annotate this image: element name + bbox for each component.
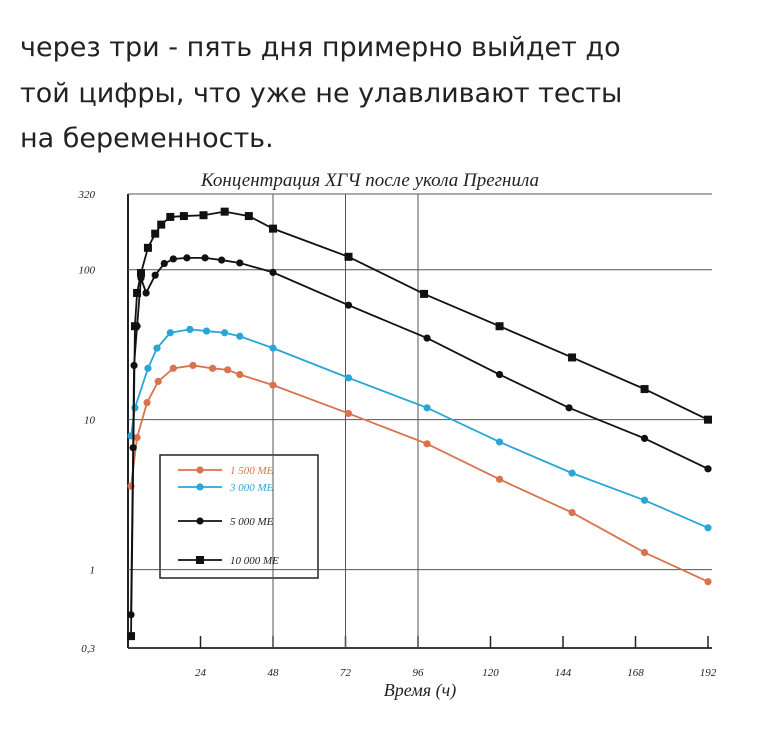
marker xyxy=(220,207,229,216)
post-line: на беременность. xyxy=(20,123,274,154)
x-tick-label: 192 xyxy=(700,667,717,679)
marker xyxy=(183,254,191,262)
marker xyxy=(269,268,277,276)
y-tick-label: 10 xyxy=(84,415,96,427)
legend-label: 3 000 МЕ xyxy=(229,482,274,494)
marker xyxy=(640,548,649,557)
marker xyxy=(344,374,353,382)
marker xyxy=(568,469,576,477)
marker xyxy=(495,438,504,446)
marker xyxy=(143,243,152,252)
marker xyxy=(151,271,159,279)
marker xyxy=(244,212,253,221)
marker xyxy=(344,301,353,309)
marker xyxy=(154,377,162,385)
marker xyxy=(208,364,217,372)
marker xyxy=(199,211,208,220)
marker xyxy=(130,322,139,331)
marker xyxy=(704,578,712,586)
marker xyxy=(423,440,431,448)
marker xyxy=(221,329,229,337)
y-tick-label: 1 xyxy=(90,565,96,577)
series-line xyxy=(130,256,709,615)
y-tick-label: 100 xyxy=(79,265,96,277)
marker xyxy=(423,404,431,412)
marker xyxy=(166,329,174,337)
marker xyxy=(269,224,277,233)
marker xyxy=(420,289,429,298)
marker xyxy=(151,229,160,238)
marker xyxy=(186,325,194,334)
marker xyxy=(640,434,649,443)
marker xyxy=(169,255,177,263)
legend-label: 10 000 МЕ xyxy=(230,555,279,567)
marker xyxy=(344,409,353,418)
x-tick-label: 96 xyxy=(413,667,425,679)
legend-box xyxy=(159,454,319,579)
marker xyxy=(218,256,226,264)
series-line xyxy=(130,364,709,583)
marker xyxy=(236,332,244,340)
post-line: через три - пять дня примерно выйдет до xyxy=(20,32,621,63)
marker xyxy=(640,496,649,504)
marker xyxy=(157,220,166,229)
marker xyxy=(495,475,504,483)
legend-marker xyxy=(196,556,204,564)
marker xyxy=(201,254,209,262)
legend-marker xyxy=(196,517,204,525)
x-tick-label: 120 xyxy=(482,667,499,679)
marker xyxy=(568,353,577,362)
marker xyxy=(640,385,649,394)
x-tick-label: 144 xyxy=(555,667,572,679)
chart-title: Концентрация ХГЧ после укола Прегнила xyxy=(200,170,539,191)
marker xyxy=(495,370,504,379)
marker xyxy=(136,269,145,278)
marker xyxy=(236,259,244,267)
marker xyxy=(565,404,573,412)
marker xyxy=(127,632,136,641)
marker xyxy=(144,364,152,372)
x-tick-label: 24 xyxy=(195,667,207,679)
marker xyxy=(166,212,175,221)
marker xyxy=(269,381,277,389)
marker xyxy=(133,433,141,442)
marker xyxy=(495,322,504,331)
marker xyxy=(704,524,712,532)
marker xyxy=(568,508,576,517)
legend-label: 1 500 МЕ xyxy=(230,465,274,477)
series-line xyxy=(130,328,709,529)
marker xyxy=(131,404,139,412)
marker xyxy=(704,415,712,424)
marker xyxy=(224,366,232,374)
marker xyxy=(153,344,161,352)
marker xyxy=(269,344,277,352)
x-tick-label: 72 xyxy=(340,667,352,679)
legend-marker xyxy=(196,483,204,491)
marker xyxy=(344,252,353,261)
post-line: той цифры, что уже не улавливают тесты xyxy=(20,78,622,109)
x-axis-label: Время (ч) xyxy=(384,680,456,701)
legend-marker xyxy=(196,466,204,474)
marker xyxy=(236,370,244,379)
x-tick-label: 168 xyxy=(627,667,644,679)
marker xyxy=(133,288,142,297)
marker xyxy=(142,289,150,297)
marker xyxy=(423,334,431,342)
legend-label: 5 000 МЕ xyxy=(230,516,274,528)
y-tick-label: 320 xyxy=(78,189,96,201)
marker xyxy=(189,361,197,370)
y-tick-label: 0,3 xyxy=(81,643,95,655)
x-tick-label: 48 xyxy=(268,667,280,679)
marker xyxy=(160,259,168,268)
marker xyxy=(704,465,712,473)
marker xyxy=(179,212,188,221)
marker xyxy=(202,327,211,335)
marker xyxy=(169,364,177,372)
marker xyxy=(143,398,151,407)
